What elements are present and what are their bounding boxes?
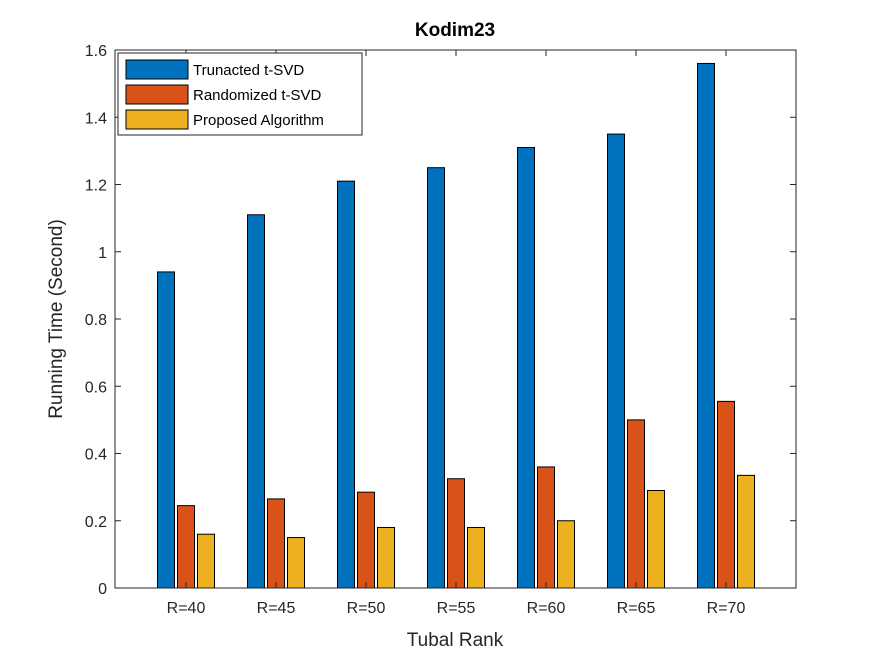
y-tick-label: 0	[98, 581, 107, 598]
legend-label-1: Trunacted t-SVD	[193, 62, 304, 79]
legend: Trunacted t-SVD Randomized t-SVD Proposed …	[117, 52, 363, 136]
x-axis-label: Tubal Rank	[407, 630, 504, 651]
legend-swatch-2	[125, 84, 189, 105]
y-tick-label: 1.6	[85, 43, 107, 60]
bar-1-2	[247, 214, 265, 589]
y-tick-label: 1	[98, 245, 107, 262]
y-tick-label: 0.2	[85, 514, 107, 531]
legend-label-2: Randomized t-SVD	[193, 87, 322, 104]
x-tick-label: R=40	[167, 600, 206, 617]
bar-2-2	[267, 498, 285, 589]
bar-3-3	[377, 526, 395, 589]
bar-3-2	[287, 537, 305, 589]
bar-2-1	[177, 505, 195, 589]
bar-1-3	[337, 180, 355, 589]
bar-3-1	[197, 533, 215, 589]
bar-2-7	[717, 400, 735, 589]
x-tick-label: R=70	[707, 600, 746, 617]
bar-1-7	[697, 62, 715, 589]
bar-1-1	[157, 271, 175, 589]
bars-layer	[157, 62, 755, 589]
bar-2-3	[357, 491, 375, 589]
x-tick-label: R=55	[437, 600, 476, 617]
legend-label-3: Proposed Algorithm	[193, 112, 324, 129]
y-tick-label: 0.8	[85, 312, 107, 329]
legend-swatch-1	[125, 59, 189, 80]
x-tick-label: R=50	[347, 600, 386, 617]
bar-2-5	[537, 466, 555, 589]
bar-3-5	[557, 520, 575, 589]
y-axis-label: Running Time (Second)	[46, 219, 67, 419]
plot-frame	[114, 49, 797, 589]
bar-3-6	[647, 489, 665, 589]
bar-1-4	[427, 167, 445, 589]
bar-1-6	[607, 133, 625, 589]
x-tick-label: R=65	[617, 600, 656, 617]
y-tick-label: 0.6	[85, 379, 107, 396]
bar-1-5	[517, 147, 535, 589]
x-tick-label: R=60	[527, 600, 566, 617]
y-tick-label: 1.2	[85, 178, 107, 195]
bar-2-4	[447, 478, 465, 589]
y-tick-label: 0.4	[85, 447, 107, 464]
bar-2-6	[627, 419, 645, 589]
bar-3-4	[467, 526, 485, 589]
x-tick-label: R=45	[257, 600, 296, 617]
legend-swatch-3	[125, 109, 189, 130]
chart-title: Kodim23	[415, 20, 495, 41]
y-tick-label: 1.4	[85, 110, 107, 127]
bar-3-7	[737, 474, 755, 589]
